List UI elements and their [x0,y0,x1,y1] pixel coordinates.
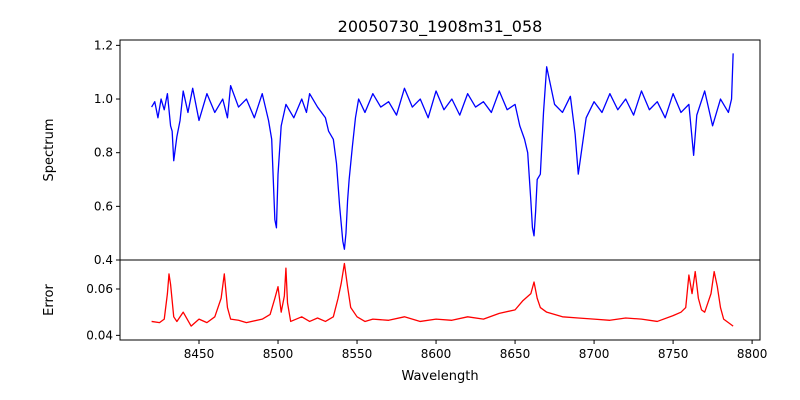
x-tick-label: 8550 [342,347,373,361]
spectrum-y-tick-label: 1.0 [94,92,113,106]
spectrum-y-tick-label: 1.2 [94,38,113,52]
x-tick-label: 8750 [658,347,689,361]
x-tick-label: 8700 [579,347,610,361]
error-panel: 0.04 0.06 8450 8500 8550 8600 8650 8700 8750 880… [42,259,768,384]
error-y-tick-label: 0.04 [86,328,113,342]
x-tick-label: 8500 [263,347,294,361]
error-series-line [151,262,734,327]
x-tick-label: 8800 [737,347,768,361]
x-tick-label: 8450 [184,347,215,361]
chart-title: 20050730_1908m31_058 [338,17,543,37]
spectrum-y-axis-label: Spectrum [42,119,57,182]
spectrum-y-ticks: 0.4 0.6 0.8 1.0 1.2 [94,38,120,267]
error-y-tick-label: 0.06 [86,282,113,296]
spectrum-data [151,53,734,250]
spectrum-series-line [151,53,734,250]
x-ticks: 8450 8500 8550 8600 8650 8700 8750 8800 [184,340,768,361]
x-tick-label: 8600 [421,347,452,361]
spectrum-y-tick-label: 0.4 [94,253,113,267]
spectrum-y-tick-label: 0.6 [94,199,113,213]
x-axis-label: Wavelength [401,369,478,384]
error-data [151,262,734,327]
x-tick-label: 8650 [500,347,531,361]
error-y-ticks: 0.04 0.06 [86,282,120,342]
error-y-axis-label: Error [42,284,57,316]
spectrum-y-tick-label: 0.8 [94,146,113,160]
error-axes-frame [119,259,761,341]
